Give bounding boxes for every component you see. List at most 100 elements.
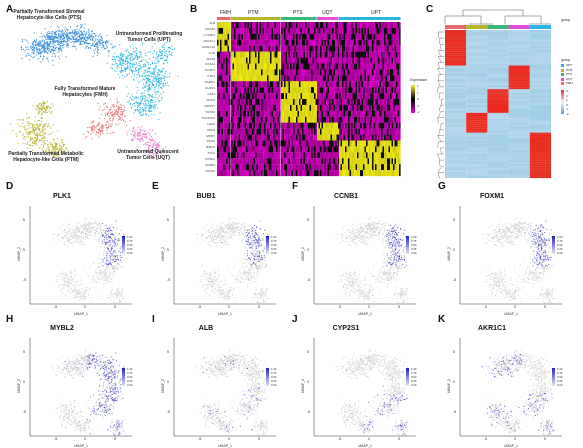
cell-point <box>23 127 25 129</box>
cell-point <box>64 143 66 145</box>
cell-point <box>105 40 107 42</box>
heatmap-cell <box>352 81 355 88</box>
heatmap-cell <box>259 164 262 171</box>
cell-point <box>106 114 108 116</box>
cell-point <box>87 47 89 50</box>
cell-point <box>54 142 56 144</box>
heatmap-cell <box>363 134 365 141</box>
heatmap-cell <box>369 87 371 94</box>
cell-point <box>36 123 38 125</box>
heatmap-cell <box>282 81 285 88</box>
heatmap-cell <box>309 116 312 123</box>
cell-point <box>102 128 104 130</box>
heatmap-cell <box>363 170 365 177</box>
heatmap-cell <box>281 33 283 40</box>
heatmap-cell <box>366 170 368 177</box>
heatmap-cell <box>312 122 315 129</box>
heatmap-cell <box>288 57 291 64</box>
heatmap-cell <box>246 22 248 29</box>
cell-point <box>114 52 116 54</box>
heatmap-cell <box>256 69 259 76</box>
cell-point <box>83 37 85 39</box>
heatmap-cell <box>323 45 325 52</box>
cell-point <box>156 154 158 156</box>
heatmap-cell <box>311 39 313 46</box>
heatmap-cell <box>253 57 256 64</box>
cell-point <box>33 39 35 41</box>
cell-point <box>146 82 148 84</box>
cell-point <box>159 112 161 114</box>
heatmap-cell <box>250 75 253 82</box>
heatmap-cell <box>256 39 259 46</box>
heatmap-cell <box>367 93 370 100</box>
cell-point <box>40 130 42 132</box>
cell-point <box>144 134 146 136</box>
heatmap-cell <box>268 116 271 123</box>
cell-point <box>161 157 164 159</box>
heatmap-cell <box>305 164 307 171</box>
cell-point <box>134 110 136 112</box>
cell-point <box>135 63 137 65</box>
cell-point <box>116 102 118 104</box>
cell-point <box>135 131 137 133</box>
cell-point <box>129 96 131 98</box>
heatmap-cell <box>218 45 221 52</box>
heatmap-cell <box>357 116 359 123</box>
cell-point <box>143 75 145 77</box>
cell-point <box>125 57 127 59</box>
heatmap-cell <box>314 110 316 117</box>
heatmap-cell <box>253 45 256 52</box>
cell-point <box>39 125 41 127</box>
heatmap-cell <box>342 33 344 40</box>
heatmap-cell <box>249 122 251 129</box>
heatmap-cell <box>244 93 247 100</box>
heatmap-cell <box>343 122 346 129</box>
heatmap-cell <box>361 63 364 70</box>
heatmap-cell <box>226 39 228 46</box>
heatmap-cell <box>352 158 355 165</box>
heatmap-cell <box>290 39 292 46</box>
heatmap-cell <box>279 39 281 46</box>
cell-point <box>142 66 144 68</box>
cell-point <box>55 142 57 144</box>
heatmap-cell <box>226 99 228 106</box>
heatmap-cell <box>321 134 324 141</box>
cell-point <box>51 132 54 134</box>
heatmap-cell <box>267 22 269 29</box>
heatmap-cell <box>250 116 253 123</box>
heatmap-cell <box>221 140 224 147</box>
cell-point <box>118 55 120 58</box>
cell-point <box>155 105 157 107</box>
heatmap-cell <box>309 152 312 159</box>
cell-point <box>124 109 126 112</box>
cell-point <box>128 92 130 94</box>
heatmap-cell <box>335 87 337 94</box>
heatmap-cell <box>363 110 365 117</box>
heatmap-cell <box>303 22 306 29</box>
heatmap-cell <box>314 122 316 129</box>
cell-point <box>30 130 32 133</box>
heatmap-cell <box>333 122 336 129</box>
heatmap-cell <box>358 93 361 100</box>
heatmap-cell <box>297 45 300 52</box>
heatmap-cell <box>352 27 355 34</box>
heatmap-cell <box>346 27 349 34</box>
cell-point <box>82 41 84 43</box>
heatmap-cell <box>273 152 275 159</box>
cell-point <box>35 127 37 129</box>
heatmap-cell <box>262 87 265 94</box>
heatmap-cell <box>264 164 266 171</box>
heatmap-cell <box>250 104 253 111</box>
cell-point <box>76 39 78 41</box>
heatmap-cell <box>349 128 352 135</box>
heatmap-cell <box>332 22 334 29</box>
heatmap-cell <box>237 69 239 76</box>
cell-point <box>63 37 65 39</box>
heatmap-cell <box>256 51 259 58</box>
cell-point <box>44 133 46 135</box>
heatmap-cell <box>338 57 340 64</box>
heatmap-cell <box>291 27 294 34</box>
heatmap-cell <box>279 116 281 123</box>
heatmap-cell <box>227 69 230 76</box>
cell-point <box>46 57 48 59</box>
